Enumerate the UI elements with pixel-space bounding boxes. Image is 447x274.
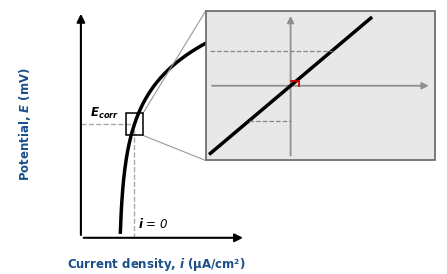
Bar	[206, 11, 435, 161]
Bar	[126, 113, 143, 135]
Text: $\bfit{i}$ = 0: $\bfit{i}$ = 0	[138, 217, 168, 231]
Text: Potential, $\bfit{E}$ (mV): Potential, $\bfit{E}$ (mV)	[17, 67, 33, 181]
Text: -10 mV: -10 mV	[296, 122, 333, 133]
Text: $\bfit{E}_{corr}$: $\bfit{E}_{corr}$	[90, 105, 119, 121]
Text: $\bfit{R}_p$: $\bfit{R}_p$	[315, 90, 336, 110]
Text: Current density, $\bfit{i}$ (μA/cm²): Current density, $\bfit{i}$ (μA/cm²)	[67, 256, 246, 273]
Text: +10 mV: +10 mV	[212, 39, 255, 49]
